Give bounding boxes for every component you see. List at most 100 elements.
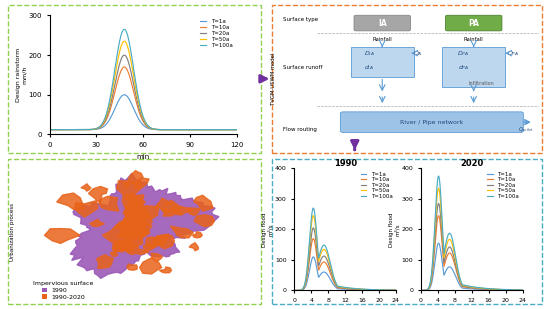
T=50a	[233, 128, 240, 132]
T=10a	[340, 286, 346, 290]
T=100a	[205, 128, 212, 132]
T=1a	[390, 289, 397, 292]
T=100a	[501, 288, 508, 291]
Legend: T=1a, T=10a, T=20a, T=50a, T=100a: T=1a, T=10a, T=20a, T=50a, T=100a	[487, 171, 520, 200]
T=10a	[205, 128, 211, 132]
Polygon shape	[194, 215, 214, 227]
T=20a	[478, 287, 485, 290]
Polygon shape	[153, 235, 174, 249]
Polygon shape	[158, 207, 175, 216]
Polygon shape	[124, 221, 152, 234]
Polygon shape	[117, 181, 141, 196]
T=1a	[435, 241, 442, 245]
T=20a	[466, 286, 472, 289]
T=10a	[466, 286, 472, 290]
T=20a	[393, 288, 399, 292]
Polygon shape	[118, 237, 143, 252]
T=1a	[375, 288, 381, 292]
T=50a	[472, 286, 479, 290]
Polygon shape	[155, 198, 172, 208]
T=1a	[94, 127, 101, 131]
T=20a	[340, 286, 346, 290]
Y-axis label: Design rainstorm
mm/h: Design rainstorm mm/h	[16, 48, 27, 102]
T=20a	[519, 288, 526, 292]
T=10a	[46, 128, 53, 132]
T=20a	[79, 128, 86, 132]
T=20a	[339, 286, 346, 290]
Bar	[442, 47, 505, 87]
T=10a	[131, 93, 138, 97]
T=20a	[375, 288, 381, 292]
Line: T=20a: T=20a	[421, 204, 522, 290]
T=100a	[519, 288, 526, 292]
T=10a	[172, 128, 178, 132]
T=100a	[157, 128, 163, 131]
T=10a	[519, 288, 526, 292]
T=50a	[390, 288, 397, 292]
T=100a	[339, 285, 346, 289]
Polygon shape	[121, 224, 145, 235]
T=10a	[478, 287, 485, 291]
T=50a	[188, 128, 194, 132]
T=20a	[188, 128, 194, 132]
T=1a	[157, 128, 163, 132]
Text: $Q_{outlet}$: $Q_{outlet}$	[518, 125, 534, 134]
X-axis label: min: min	[136, 154, 150, 160]
T=10a	[375, 288, 381, 292]
Text: Rainfall: Rainfall	[464, 37, 483, 42]
T=20a	[346, 287, 353, 290]
T=1a	[517, 288, 524, 292]
T=50a	[79, 128, 86, 132]
T=20a	[466, 286, 473, 289]
T=1a	[466, 287, 472, 290]
Polygon shape	[136, 224, 144, 231]
Polygon shape	[141, 231, 146, 236]
T=100a	[478, 286, 485, 290]
T=20a	[310, 226, 317, 230]
Text: Infiltration: Infiltration	[469, 82, 494, 87]
T=50a	[131, 78, 138, 82]
T=100a	[417, 289, 424, 292]
Polygon shape	[135, 178, 149, 188]
Polygon shape	[122, 194, 144, 207]
T=1a	[79, 128, 86, 132]
Line: T=10a: T=10a	[50, 67, 236, 130]
Y-axis label: Design flood
m³/s: Design flood m³/s	[262, 212, 273, 247]
T=50a	[172, 128, 178, 132]
Line: T=50a: T=50a	[421, 188, 522, 290]
Polygon shape	[138, 227, 145, 232]
Polygon shape	[126, 221, 135, 226]
T=1a	[339, 287, 346, 291]
Text: $Q_{PA}$: $Q_{PA}$	[507, 49, 519, 57]
Line: T=10a: T=10a	[421, 216, 522, 290]
T=20a	[390, 288, 397, 292]
T=100a	[310, 206, 317, 210]
Line: T=20a: T=20a	[294, 228, 396, 290]
T=1a	[172, 128, 178, 132]
T=10a	[121, 65, 128, 69]
T=10a	[517, 288, 524, 292]
Polygon shape	[151, 253, 163, 262]
Text: $d_{IA}$: $d_{IA}$	[364, 63, 374, 72]
T=100a	[466, 284, 472, 288]
T=20a	[517, 288, 524, 292]
T=100a	[466, 285, 473, 288]
Line: T=50a: T=50a	[294, 216, 396, 290]
Text: Rainfall: Rainfall	[372, 37, 392, 42]
T=10a	[291, 289, 298, 292]
T=10a	[417, 289, 424, 292]
T=1a	[121, 93, 128, 97]
T=100a	[291, 289, 298, 292]
T=10a	[339, 286, 346, 290]
Polygon shape	[118, 231, 135, 241]
Text: Flow routing: Flow routing	[283, 127, 317, 132]
Polygon shape	[126, 215, 152, 230]
Text: Urbanization process: Urbanization process	[10, 203, 15, 261]
T=100a	[131, 72, 138, 76]
Polygon shape	[81, 184, 91, 191]
T=10a	[501, 288, 508, 292]
T=20a	[121, 53, 128, 57]
Text: $D_{IA}$: $D_{IA}$	[364, 49, 375, 57]
Polygon shape	[192, 232, 202, 238]
FancyBboxPatch shape	[340, 112, 524, 132]
